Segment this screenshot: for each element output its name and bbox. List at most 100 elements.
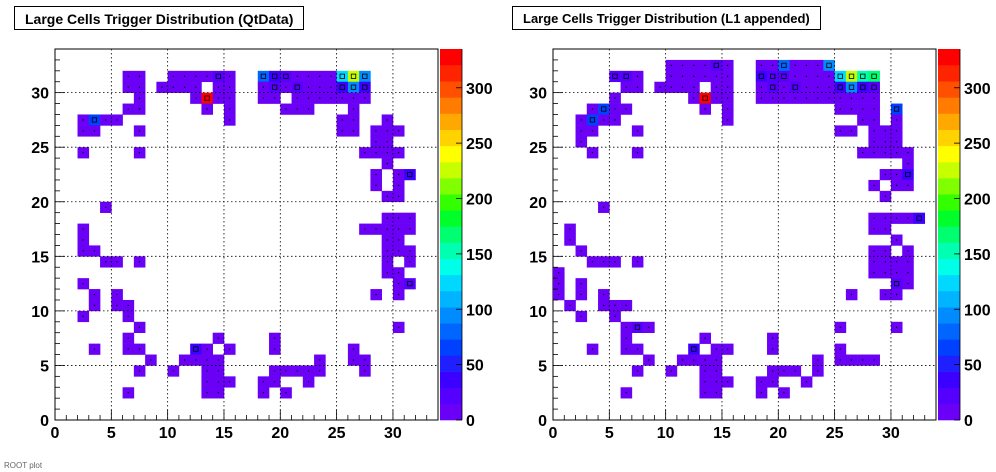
cell-marker — [172, 86, 174, 88]
cell-marker — [636, 75, 639, 77]
cell-marker — [229, 119, 231, 121]
cell-marker — [603, 304, 605, 307]
color-scale-segment — [938, 129, 960, 147]
color-scale-segment — [440, 97, 462, 114]
color-scale-label: 100 — [964, 302, 991, 319]
cell-marker — [895, 326, 898, 328]
cell-marker — [636, 86, 639, 88]
cell-marker — [884, 173, 886, 176]
cell-marker — [781, 73, 787, 79]
color-scale-segment — [440, 339, 462, 356]
cell-marker — [161, 86, 163, 88]
cell-marker — [873, 119, 875, 121]
heatmap-cell — [586, 114, 599, 126]
cell-marker — [386, 152, 388, 154]
cell-marker — [839, 326, 841, 328]
x-tick-label: 20 — [271, 425, 289, 442]
y-tick-label: 25 — [529, 140, 547, 157]
cell-marker — [217, 97, 219, 99]
cell-marker — [770, 84, 776, 90]
cell-marker — [364, 228, 366, 230]
color-scale-label: 150 — [964, 247, 991, 264]
cell-marker — [217, 337, 219, 339]
cell-marker — [386, 250, 388, 252]
cell-marker — [138, 97, 141, 99]
cell-marker — [805, 75, 808, 77]
cell-marker — [397, 250, 400, 252]
y-tick-label: 15 — [31, 249, 49, 266]
cell-marker — [183, 86, 186, 88]
cell-marker — [760, 392, 762, 394]
heatmap-cell — [404, 169, 416, 181]
x-tick-label: 5 — [107, 425, 116, 442]
cell-marker — [206, 75, 208, 77]
cell-marker — [625, 348, 627, 350]
cell-marker — [364, 97, 366, 99]
cell-marker — [589, 117, 596, 123]
color-scale-segment — [440, 49, 462, 66]
cell-marker — [569, 239, 571, 241]
color-scale-segment — [440, 178, 462, 195]
cell-marker — [770, 73, 776, 79]
cell-marker — [783, 392, 785, 394]
x-tick-label: 25 — [826, 425, 844, 442]
cell-marker — [727, 119, 729, 121]
cell-marker — [884, 130, 886, 132]
color-scale-segment — [440, 145, 462, 163]
cell-marker — [138, 130, 141, 132]
color-scale-segment — [440, 307, 462, 324]
color-scale-segment — [938, 113, 960, 130]
color-scale-label: 100 — [466, 302, 493, 319]
color-scale-segment — [440, 258, 462, 276]
cell-marker — [772, 381, 774, 383]
cell-marker — [601, 106, 607, 112]
color-scale-segment — [938, 178, 960, 195]
color-scale-segment — [440, 387, 462, 405]
cell-marker — [873, 97, 875, 99]
heatmap-cell — [834, 81, 847, 93]
cell-marker — [409, 261, 411, 263]
cell-marker — [138, 326, 141, 328]
cell-marker — [283, 73, 289, 79]
cell-marker — [127, 86, 129, 88]
cell-marker — [625, 108, 627, 110]
color-scale-label: 250 — [466, 136, 493, 153]
cell-marker — [127, 108, 129, 110]
cell-marker — [229, 75, 231, 77]
cell-marker — [375, 184, 377, 186]
heatmap-cell — [845, 70, 858, 83]
cell-marker — [727, 348, 729, 350]
cell-marker — [783, 97, 785, 99]
cell-marker — [636, 370, 639, 372]
cell-marker — [693, 359, 695, 361]
x-tick-label: 30 — [882, 425, 900, 442]
cell-marker — [839, 359, 841, 361]
cell-marker — [848, 73, 855, 79]
cell-marker — [907, 283, 909, 285]
y-tick-label: 25 — [31, 140, 49, 157]
cell-marker — [138, 75, 141, 77]
cell-marker — [229, 108, 231, 110]
cell-marker — [319, 75, 321, 77]
heatmap-panel-l1-appended: 0 5 10 15 20 25 30 0 5 10 15 20 25 30 0 50 100 150 200 250 3… — [498, 0, 996, 472]
cell-marker — [826, 62, 832, 68]
cell-marker — [907, 162, 909, 165]
cell-marker — [580, 293, 582, 296]
cell-marker — [704, 392, 706, 394]
cell-marker — [704, 370, 706, 372]
cell-marker — [670, 64, 672, 66]
color-scale-segment — [938, 274, 960, 292]
color-scale-segment — [440, 161, 462, 179]
color-scale-segment — [938, 339, 960, 356]
cell-marker — [907, 217, 909, 219]
heatmap-cell — [699, 92, 712, 104]
color-scale-segment — [938, 97, 960, 114]
cell-marker — [206, 348, 208, 350]
cell-marker — [386, 195, 388, 197]
cell-marker — [307, 86, 310, 88]
heatmap-cell — [269, 81, 281, 93]
color-scale-segment — [938, 145, 960, 163]
cell-marker — [82, 315, 84, 317]
cell-marker — [262, 381, 264, 383]
x-tick-label: 10 — [159, 425, 177, 442]
